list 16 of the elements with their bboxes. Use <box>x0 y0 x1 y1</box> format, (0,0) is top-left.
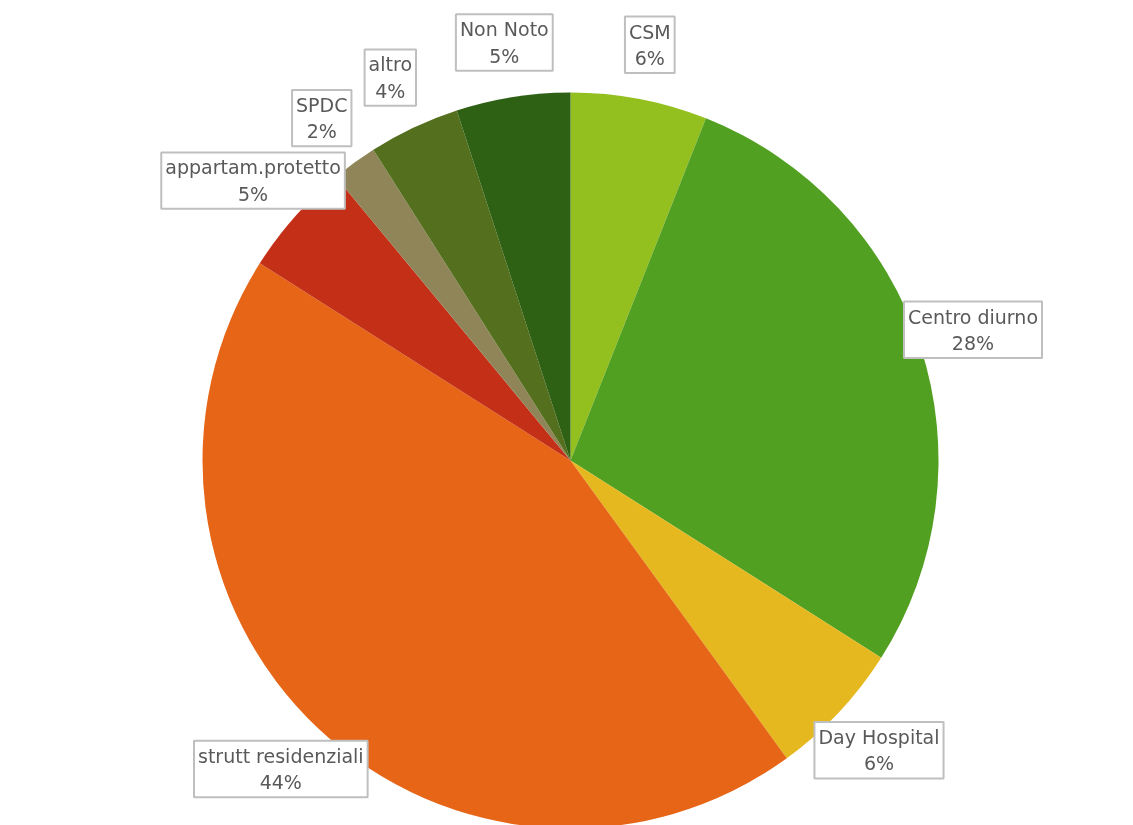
data-label: 5% <box>489 44 520 67</box>
slice-label: SPDC <box>296 93 348 116</box>
slice-label: altro <box>368 53 413 76</box>
slice-label: Non Noto <box>459 18 549 41</box>
data-label: 6% <box>634 47 665 69</box>
data-label: 44% <box>259 771 302 794</box>
slice-label: CSM <box>628 20 671 43</box>
data-label: 28% <box>951 331 995 354</box>
slice-label: strutt residenziali <box>197 744 364 767</box>
slice-label: Centro diurno <box>907 305 1038 328</box>
data-label: 5% <box>237 182 269 205</box>
data-label: 6% <box>863 752 895 775</box>
data-label: 4% <box>375 79 406 102</box>
slice-label: appartam.protetto <box>165 156 341 179</box>
slice-label: Day Hospital <box>818 726 940 748</box>
data-label: 2% <box>306 120 337 143</box>
